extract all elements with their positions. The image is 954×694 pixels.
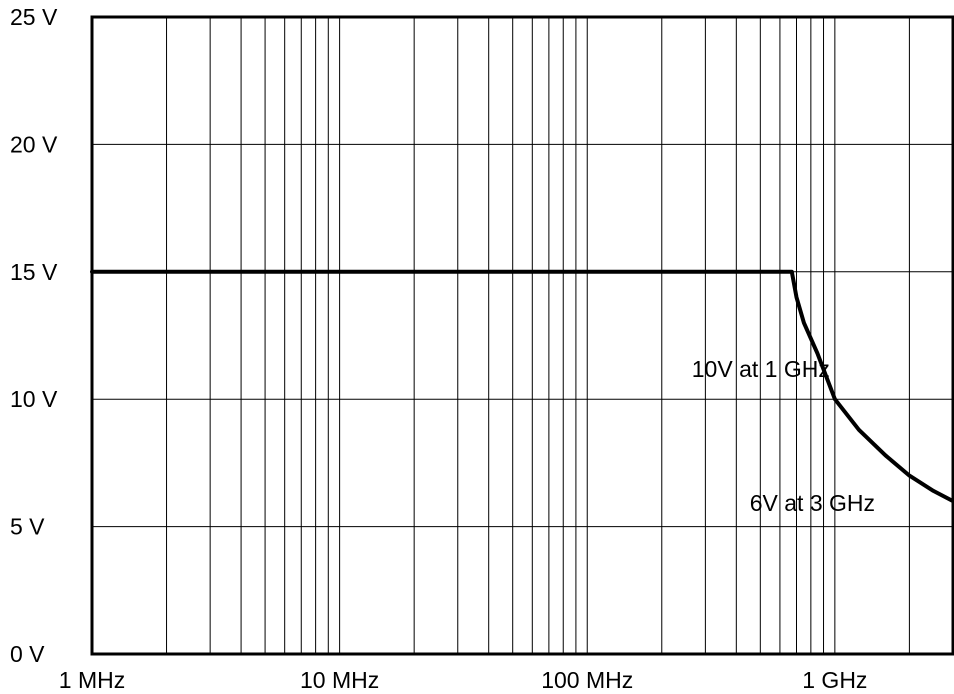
x-tick-label: 1 MHz: [59, 667, 125, 693]
annotation-label: 6V at 3 GHz: [750, 490, 875, 516]
x-tick-label: 1 GHz: [802, 667, 867, 693]
annotations: 10V at 1 GHz 6V at 3 GHz: [692, 356, 875, 516]
annotation-label: 10V at 1 GHz: [692, 356, 830, 382]
x-tick-labels: 1 MHz 10 MHz 100 MHz 1 GHz: [59, 667, 868, 693]
x-tick-label: 10 MHz: [300, 667, 379, 693]
plot-frame: [90, 15, 954, 656]
series-layer: [90, 269, 954, 504]
y-tick-label: 20 V: [10, 131, 58, 157]
y-tick-label: 5 V: [10, 514, 45, 540]
y-tick-label: 25 V: [10, 4, 58, 30]
y-tick-label: 15 V: [10, 259, 58, 285]
y-tick-labels: 0 V 5 V 10 V 15 V 20 V 25 V: [10, 4, 58, 667]
y-tick-label: 10 V: [10, 386, 58, 412]
x-tick-label: 100 MHz: [541, 667, 633, 693]
series-line: [90, 269, 954, 504]
y-tick-label: 0 V: [10, 641, 45, 667]
grid: [92, 17, 953, 654]
